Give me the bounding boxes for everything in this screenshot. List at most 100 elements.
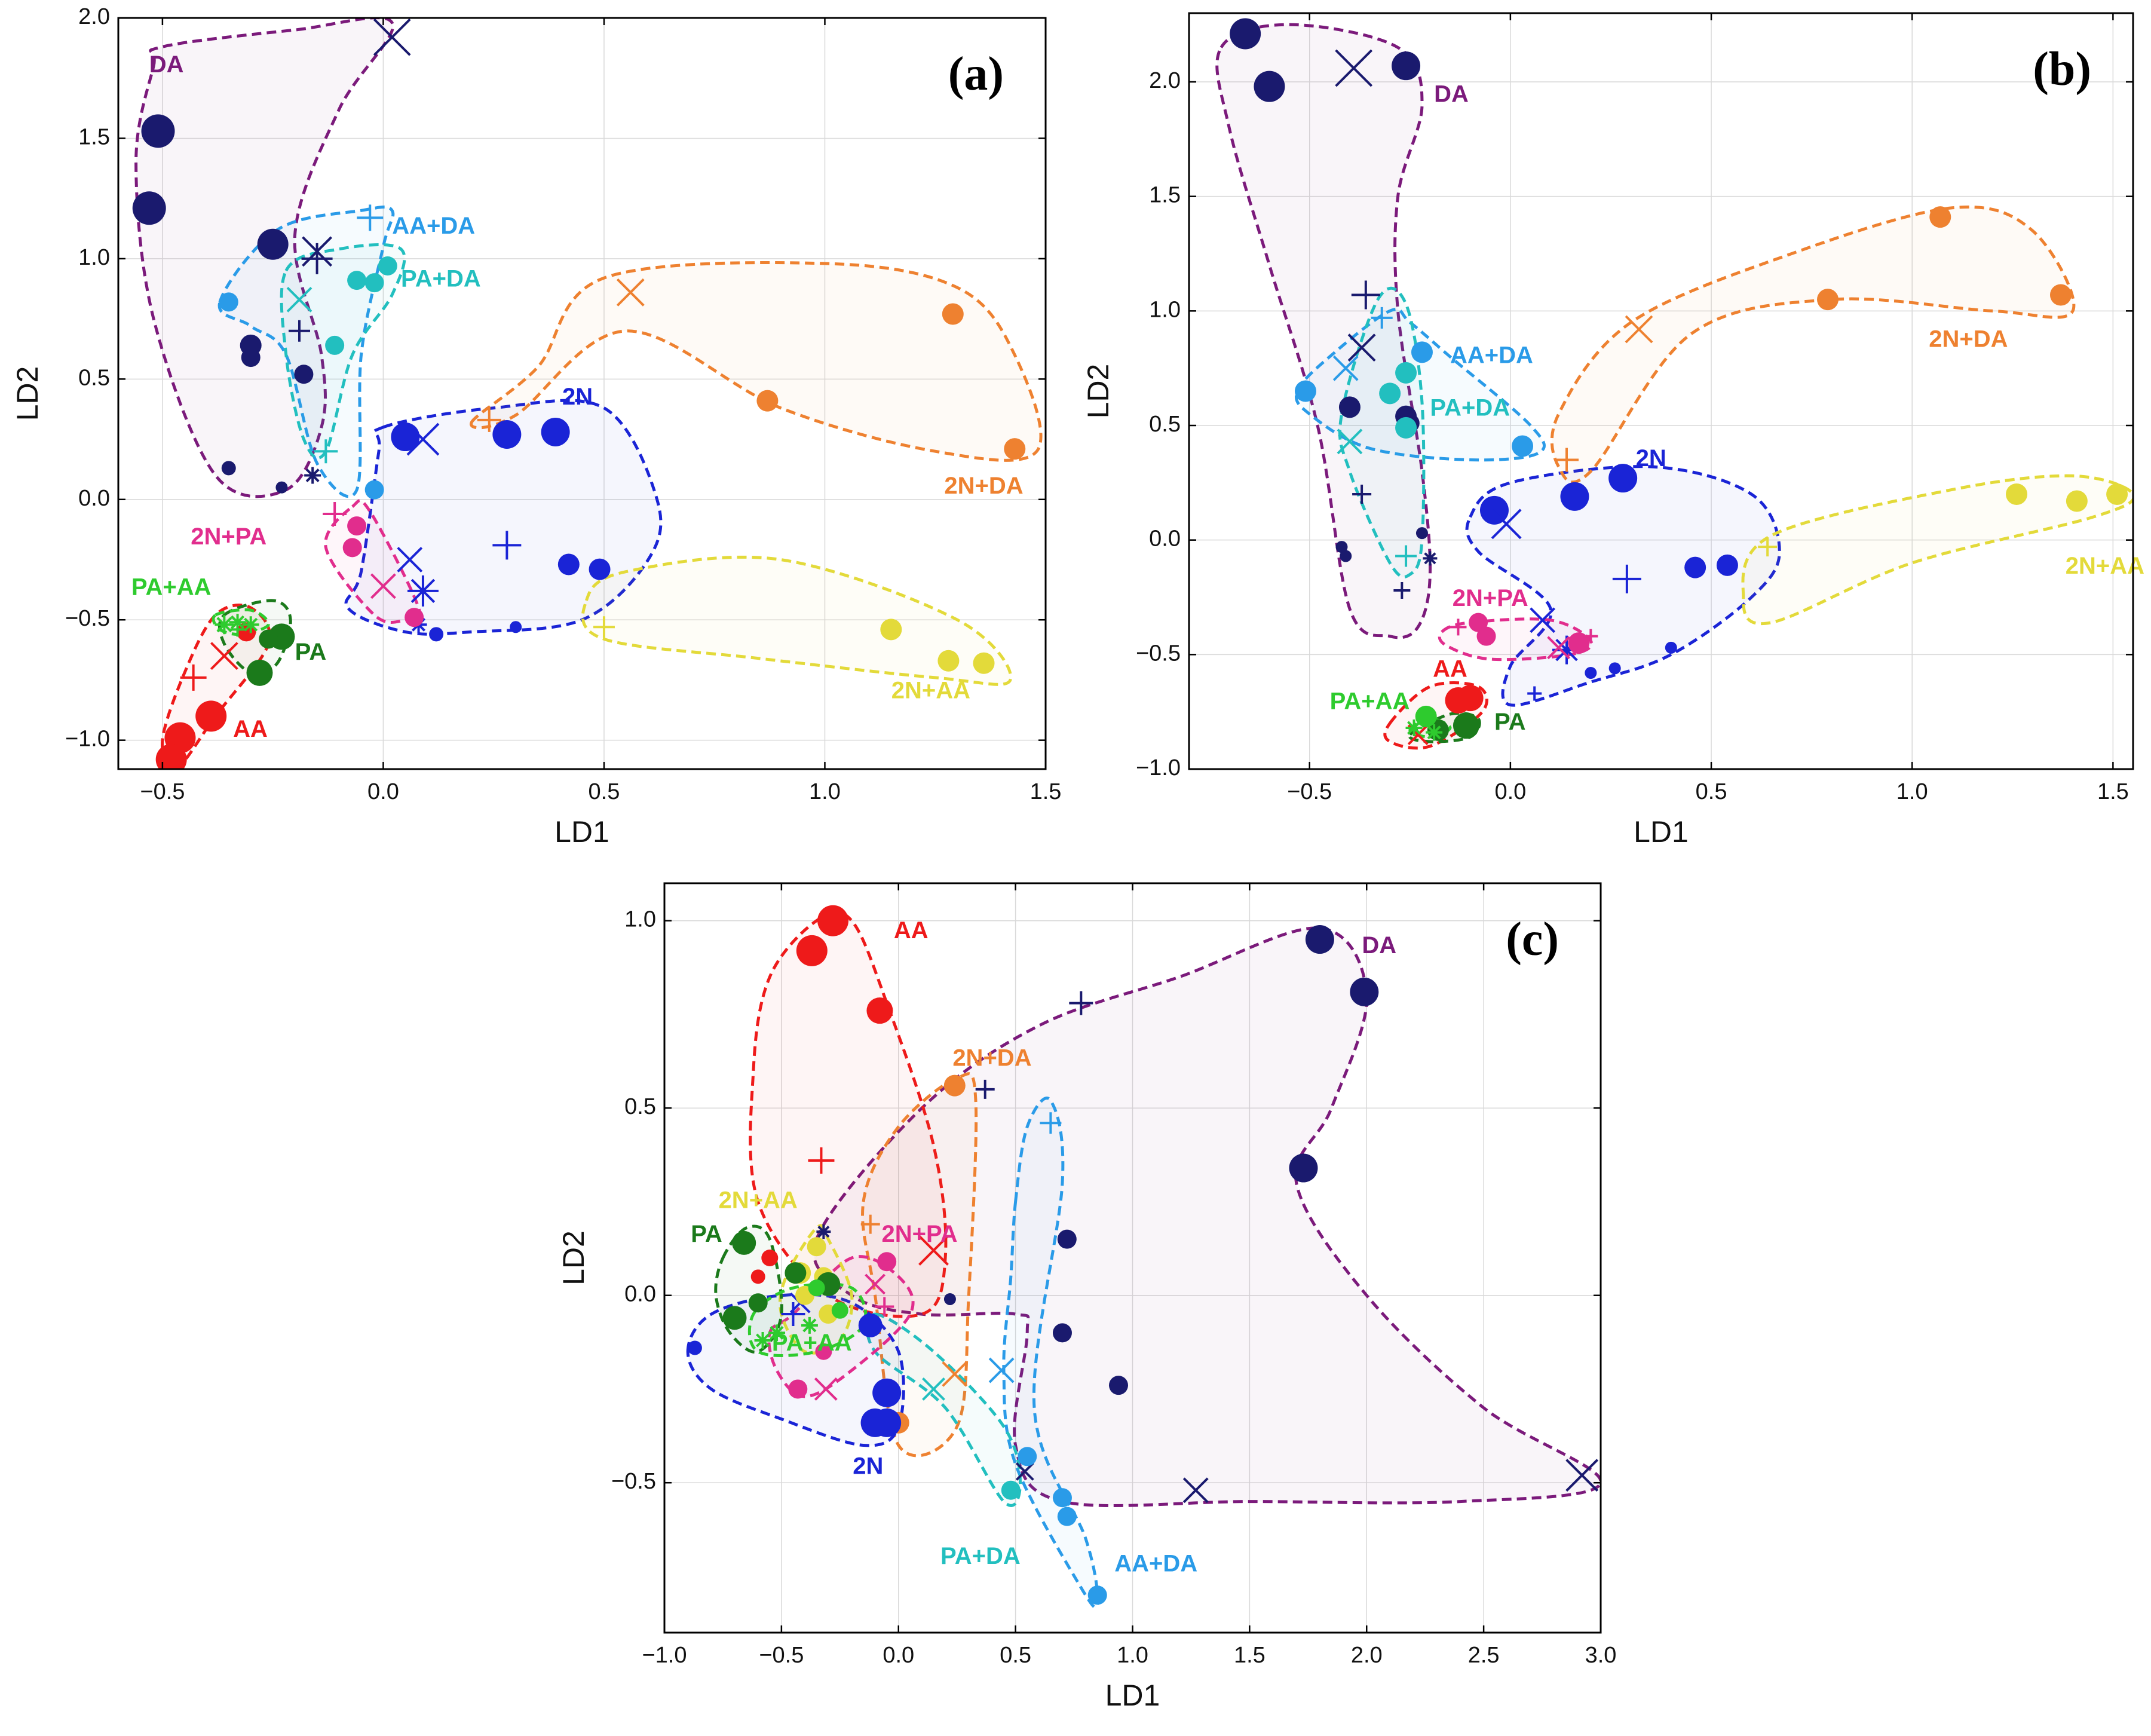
point-AA+DA: [1040, 1112, 1062, 1134]
point-PA+AA: [1415, 705, 1437, 727]
point-AA+DA: [1371, 307, 1393, 329]
point-DA: [1305, 925, 1334, 954]
point-2N+PA: [323, 501, 347, 526]
point-2N+AA: [2066, 490, 2088, 512]
point-DA: [241, 348, 261, 368]
group-label-2N+DA: 2N+DA: [952, 1045, 1031, 1071]
group-label-2N+AA: 2N+AA: [2066, 553, 2144, 579]
hull-2N+DA: [470, 261, 1043, 462]
point-PA: [785, 1262, 807, 1284]
point-2N+DA: [942, 303, 964, 325]
point-PA+AA: [215, 615, 234, 635]
y-tick-label: 1.0: [624, 907, 656, 932]
group-label-PA: PA: [1494, 709, 1526, 735]
point-2N+PA: [875, 1297, 894, 1316]
hull-2N+DA: [1550, 205, 2076, 484]
point-AA: [866, 997, 893, 1024]
y-tick-label: 0.5: [1149, 412, 1181, 437]
group-label-PA+DA: PA+DA: [940, 1543, 1021, 1569]
point-PA+AA: [754, 1331, 771, 1349]
point-2N: [1684, 556, 1706, 578]
point-2N+PA: [788, 1379, 808, 1399]
hull-2N+AA: [1741, 474, 2133, 625]
point-PA+DA: [1001, 1480, 1021, 1500]
point-DA: [221, 461, 236, 476]
y-tick-label: 2.0: [78, 4, 110, 29]
point-PA+DA: [1379, 382, 1401, 405]
point-PA+AA: [1405, 719, 1423, 736]
x-tick-label: −0.5: [140, 779, 185, 804]
point-AA+DA: [357, 204, 384, 231]
x-tick-label: 1.5: [1030, 779, 1062, 804]
x-tick-label: 0.5: [1000, 1643, 1031, 1668]
x-tick-label: −0.5: [759, 1643, 804, 1668]
x-tick-label: −1.0: [642, 1643, 687, 1668]
point-2N+PA: [347, 516, 367, 536]
x-tick-label: 3.0: [1585, 1643, 1617, 1668]
point-DA: [1335, 541, 1348, 553]
point-DA: [1069, 991, 1093, 1015]
group-label-2N+DA: 2N+DA: [944, 473, 1023, 499]
point-AA: [1445, 687, 1472, 714]
point-2N+DA: [1929, 206, 1951, 228]
point-PA+DA: [364, 273, 384, 293]
point-AA+DA: [364, 480, 384, 500]
point-2N+PA: [405, 608, 424, 627]
point-DA: [1350, 977, 1379, 1006]
point-2N: [872, 1408, 902, 1437]
point-DA: [141, 114, 175, 148]
group-label-2N: 2N: [853, 1453, 883, 1480]
x-axis-label: LD1: [554, 815, 609, 849]
point-2N: [1716, 554, 1738, 576]
point-2N: [492, 531, 522, 560]
group-label-2N+PA: 2N+PA: [191, 523, 266, 550]
point-DA: [1289, 1153, 1318, 1183]
point-AA+DA: [219, 292, 238, 312]
point-2N: [1612, 564, 1641, 593]
point-PA+DA: [378, 256, 397, 275]
group-label-PA: PA: [691, 1221, 722, 1247]
point-PA: [722, 1306, 747, 1330]
point-DA: [1052, 1323, 1072, 1343]
point-AA: [918, 1235, 949, 1266]
point-2N: [858, 1313, 883, 1337]
point-2N+PA: [1547, 636, 1570, 660]
point-AA+DA: [1512, 435, 1534, 457]
point-2N+PA: [815, 1343, 832, 1360]
point-PA+AA: [242, 616, 259, 633]
group-label-PA+AA: PA+AA: [131, 574, 212, 600]
point-DA: [1347, 333, 1376, 362]
point-2N: [1560, 482, 1589, 511]
point-2N: [397, 547, 423, 572]
point-PA+AA: [1426, 724, 1443, 741]
point-DA: [1340, 550, 1352, 562]
plot-area: [1215, 18, 2133, 750]
y-axis-label: LD2: [1081, 364, 1115, 419]
point-PA: [748, 1293, 768, 1313]
panel-label: (b): [2033, 43, 2091, 96]
point-DA: [1423, 551, 1438, 566]
point-2N+PA: [1568, 632, 1590, 654]
point-2N: [407, 575, 439, 607]
group-label-AA: AA: [233, 716, 268, 742]
point-DA: [1254, 71, 1285, 102]
point-PA+DA: [1395, 545, 1417, 567]
point-AA+DA: [1018, 1447, 1037, 1466]
point-DA: [1057, 1229, 1077, 1249]
plot-frame: [117, 17, 1047, 770]
point-2N: [557, 553, 580, 575]
point-AA+DA: [1087, 1585, 1107, 1605]
point-PA+AA: [229, 614, 246, 631]
point-DA: [1565, 1459, 1599, 1492]
point-2N: [589, 558, 611, 580]
point-2N+DA: [756, 390, 779, 412]
group-label-2N+AA: 2N+AA: [719, 1187, 798, 1214]
point-PA+AA: [230, 622, 245, 637]
point-2N+PA: [1476, 626, 1496, 646]
x-axis-label: LD1: [1105, 1679, 1160, 1712]
point-DA: [1182, 1477, 1209, 1504]
point-2N+DA: [616, 278, 645, 307]
point-2N+DA: [1817, 289, 1839, 311]
group-label-PA+DA: PA+DA: [1430, 395, 1510, 421]
y-tick-label: −1.0: [1136, 755, 1181, 780]
